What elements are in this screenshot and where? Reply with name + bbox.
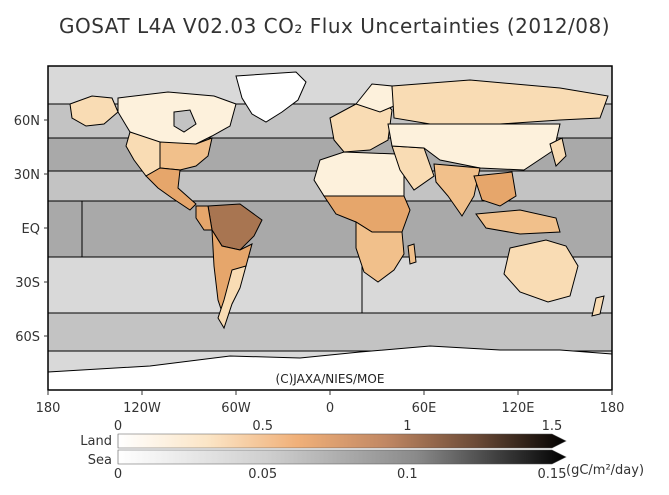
land-asia-southeast (473, 171, 517, 207)
colorbar-unit: (gC/m²/day) (566, 463, 644, 478)
lat-tick-label: 30N (14, 168, 40, 183)
lon-tick-label: 60E (412, 401, 437, 416)
colorbar-land-bar (117, 433, 567, 449)
land-asia-boreal (391, 79, 609, 125)
land-south-america-north (195, 205, 213, 231)
land-new-zealand (591, 295, 605, 317)
map-title: GOSAT L4A V02.03 CO₂ Flux Uncertainties … (58, 14, 611, 38)
lon-tick-label: 180 (600, 401, 625, 416)
land-japan (549, 137, 567, 167)
colorbar-sea-name: Sea (88, 453, 112, 468)
land-central-america (145, 167, 197, 211)
colorbar-sea-tick: 0.05 (248, 467, 277, 482)
lon-tick-label: 180 (36, 401, 61, 416)
land-madagascar (407, 243, 417, 265)
colorbar-sea: Sea 0 0.05 0.1 0.15 (gC/m²/day) (88, 449, 644, 482)
land-greenland (235, 71, 307, 123)
colorbar-land-name: Land (80, 434, 112, 449)
colorbar-land-tick: 1.5 (542, 419, 563, 434)
land-africa-south (355, 221, 405, 283)
colorbar-land: Land 0 0.5 1 1.5 (80, 419, 567, 449)
land-asia-temperate (387, 123, 561, 171)
lat-tick-label: EQ (22, 222, 40, 237)
land-south-america-south (217, 265, 247, 330)
land-regions (48, 71, 612, 390)
colorbar-land-ticks: 0 0.5 1 1.5 (114, 419, 562, 434)
land-north-africa (313, 151, 405, 197)
lon-tick-label: 120W (123, 401, 161, 416)
lat-tick-label: 60N (14, 114, 40, 129)
colorbar-sea-tick: 0.15 (538, 467, 567, 482)
land-antarctica (48, 345, 612, 390)
latitude-ticks: 60N 30N EQ 30S 60S (14, 114, 48, 345)
lon-tick-label: 60W (221, 401, 251, 416)
colorbar-land-tick: 0.5 (252, 419, 273, 434)
colorbar-land-tick: 0 (114, 419, 122, 434)
colorbar-sea-ticks: 0 0.05 0.1 0.15 (114, 467, 567, 482)
colorbar-sea-tick: 0.1 (397, 467, 418, 482)
lon-tick-label: 0 (326, 401, 334, 416)
land-alaska (69, 95, 119, 127)
land-indonesia (475, 209, 561, 235)
colorbar-sea-tick: 0 (114, 467, 122, 482)
longitude-ticks: 180 120W 60W 0 60E 120E 180 (36, 390, 625, 416)
hudson-bay (173, 109, 197, 133)
colorbar-land-tick: 1 (403, 419, 411, 434)
land-australia (503, 239, 579, 303)
land-asia-south (433, 163, 481, 217)
colorbar-sea-bar (117, 449, 567, 465)
copyright-text: (C)JAXA/NIES/MOE (276, 372, 385, 386)
lon-tick-label: 120E (501, 401, 534, 416)
ocean-band-southern (48, 313, 612, 351)
lat-tick-label: 30S (15, 276, 40, 291)
lat-tick-label: 60S (15, 330, 40, 345)
